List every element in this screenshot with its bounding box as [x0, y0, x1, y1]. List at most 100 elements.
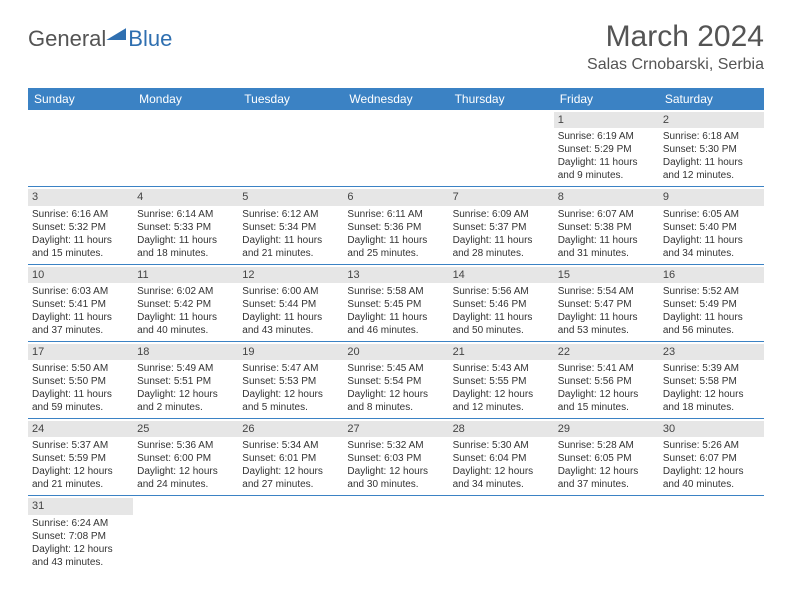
day-info-line: Daylight: 12 hours	[663, 465, 760, 478]
calendar-cell: 24Sunrise: 5:37 AMSunset: 5:59 PMDayligh…	[28, 419, 133, 495]
day-number: 9	[659, 189, 764, 205]
day-number: 19	[238, 344, 343, 360]
weekday-label: Tuesday	[238, 88, 343, 110]
day-info-line: Sunset: 5:37 PM	[453, 221, 550, 234]
calendar-cell: 3Sunrise: 6:16 AMSunset: 5:32 PMDaylight…	[28, 187, 133, 263]
day-info-line: Sunset: 6:01 PM	[242, 452, 339, 465]
day-info-line: Daylight: 12 hours	[558, 388, 655, 401]
day-number: 27	[343, 421, 448, 437]
day-info-line: Daylight: 11 hours	[242, 311, 339, 324]
day-info-line: Sunrise: 5:39 AM	[663, 362, 760, 375]
day-info-line: and 46 minutes.	[347, 324, 444, 337]
day-number: 1	[554, 112, 659, 128]
calendar-week: 10Sunrise: 6:03 AMSunset: 5:41 PMDayligh…	[28, 265, 764, 342]
calendar-cell: 23Sunrise: 5:39 AMSunset: 5:58 PMDayligh…	[659, 342, 764, 418]
day-info-line: Daylight: 11 hours	[347, 234, 444, 247]
day-number: 20	[343, 344, 448, 360]
day-info-line: and 21 minutes.	[32, 478, 129, 491]
day-number: 12	[238, 267, 343, 283]
day-number: 24	[28, 421, 133, 437]
calendar-cell: 2Sunrise: 6:18 AMSunset: 5:30 PMDaylight…	[659, 110, 764, 186]
day-info-line: Sunrise: 6:00 AM	[242, 285, 339, 298]
day-info-line: Daylight: 11 hours	[32, 311, 129, 324]
weekday-label: Wednesday	[343, 88, 448, 110]
day-number: 26	[238, 421, 343, 437]
day-number: 6	[343, 189, 448, 205]
day-info-line: Daylight: 11 hours	[663, 311, 760, 324]
day-info-line: Sunset: 5:44 PM	[242, 298, 339, 311]
day-info-line: Daylight: 12 hours	[453, 388, 550, 401]
day-info-line: Sunset: 6:07 PM	[663, 452, 760, 465]
day-info-line: Sunset: 5:41 PM	[32, 298, 129, 311]
day-info-line: and 5 minutes.	[242, 401, 339, 414]
weekday-header: Sunday Monday Tuesday Wednesday Thursday…	[28, 88, 764, 110]
calendar-cell: 4Sunrise: 6:14 AMSunset: 5:33 PMDaylight…	[133, 187, 238, 263]
day-info-line: Sunrise: 6:09 AM	[453, 208, 550, 221]
day-info-line: and 56 minutes.	[663, 324, 760, 337]
calendar-cell: 9Sunrise: 6:05 AMSunset: 5:40 PMDaylight…	[659, 187, 764, 263]
calendar-cell: 8Sunrise: 6:07 AMSunset: 5:38 PMDaylight…	[554, 187, 659, 263]
day-number: 5	[238, 189, 343, 205]
day-info-line: Daylight: 11 hours	[453, 234, 550, 247]
day-info-line: Sunset: 5:47 PM	[558, 298, 655, 311]
day-info-line: and 21 minutes.	[242, 247, 339, 260]
day-number: 16	[659, 267, 764, 283]
day-info-line: Sunrise: 6:02 AM	[137, 285, 234, 298]
day-number: 30	[659, 421, 764, 437]
day-info-line: and 18 minutes.	[663, 401, 760, 414]
day-info-line: Daylight: 12 hours	[558, 465, 655, 478]
day-info-line: Daylight: 12 hours	[663, 388, 760, 401]
day-info-line: Sunset: 5:40 PM	[663, 221, 760, 234]
day-info-line: Daylight: 12 hours	[137, 388, 234, 401]
day-info-line: Daylight: 12 hours	[32, 543, 129, 556]
day-info-line: Daylight: 12 hours	[347, 388, 444, 401]
day-info-line: and 30 minutes.	[347, 478, 444, 491]
day-info-line: Sunrise: 5:49 AM	[137, 362, 234, 375]
day-info-line: and 9 minutes.	[558, 169, 655, 182]
day-number: 14	[449, 267, 554, 283]
day-info-line: and 12 minutes.	[453, 401, 550, 414]
day-info-line: Sunset: 5:58 PM	[663, 375, 760, 388]
calendar-cell	[238, 110, 343, 186]
day-info-line: Sunset: 5:29 PM	[558, 143, 655, 156]
day-info-line: Sunset: 5:38 PM	[558, 221, 655, 234]
day-info-line: Sunset: 5:45 PM	[347, 298, 444, 311]
day-number: 28	[449, 421, 554, 437]
weekday-label: Thursday	[449, 88, 554, 110]
day-info-line: Sunrise: 5:47 AM	[242, 362, 339, 375]
day-info-line: Sunset: 5:53 PM	[242, 375, 339, 388]
day-info-line: Sunrise: 6:03 AM	[32, 285, 129, 298]
day-info-line: Sunset: 5:42 PM	[137, 298, 234, 311]
day-info-line: and 50 minutes.	[453, 324, 550, 337]
day-info-line: Daylight: 12 hours	[32, 465, 129, 478]
calendar-cell: 30Sunrise: 5:26 AMSunset: 6:07 PMDayligh…	[659, 419, 764, 495]
day-info-line: Sunrise: 6:14 AM	[137, 208, 234, 221]
day-info-line: Sunrise: 5:54 AM	[558, 285, 655, 298]
day-info-line: Sunrise: 5:41 AM	[558, 362, 655, 375]
day-info-line: Sunset: 5:46 PM	[453, 298, 550, 311]
day-info-line: Sunrise: 5:45 AM	[347, 362, 444, 375]
day-info-line: Sunset: 5:50 PM	[32, 375, 129, 388]
day-info-line: Sunrise: 5:30 AM	[453, 439, 550, 452]
day-info-line: Sunrise: 5:28 AM	[558, 439, 655, 452]
day-info-line: Sunrise: 5:52 AM	[663, 285, 760, 298]
weekday-label: Monday	[133, 88, 238, 110]
logo-text-general: General	[28, 26, 106, 52]
calendar-cell: 31Sunrise: 6:24 AMSunset: 7:08 PMDayligh…	[28, 496, 133, 572]
calendar-cell: 29Sunrise: 5:28 AMSunset: 6:05 PMDayligh…	[554, 419, 659, 495]
day-info-line: Daylight: 11 hours	[558, 311, 655, 324]
day-number: 22	[554, 344, 659, 360]
day-info-line: Daylight: 11 hours	[558, 234, 655, 247]
calendar-cell: 5Sunrise: 6:12 AMSunset: 5:34 PMDaylight…	[238, 187, 343, 263]
calendar-cell: 16Sunrise: 5:52 AMSunset: 5:49 PMDayligh…	[659, 265, 764, 341]
calendar-cell: 14Sunrise: 5:56 AMSunset: 5:46 PMDayligh…	[449, 265, 554, 341]
day-info-line: Daylight: 11 hours	[663, 234, 760, 247]
day-info-line: Sunset: 5:59 PM	[32, 452, 129, 465]
day-info-line: Sunrise: 6:19 AM	[558, 130, 655, 143]
logo-text-blue: Blue	[128, 26, 172, 52]
day-info-line: Sunrise: 5:56 AM	[453, 285, 550, 298]
day-info-line: Daylight: 12 hours	[453, 465, 550, 478]
calendar-cell	[343, 110, 448, 186]
day-info-line: Daylight: 11 hours	[137, 311, 234, 324]
day-info-line: and 31 minutes.	[558, 247, 655, 260]
